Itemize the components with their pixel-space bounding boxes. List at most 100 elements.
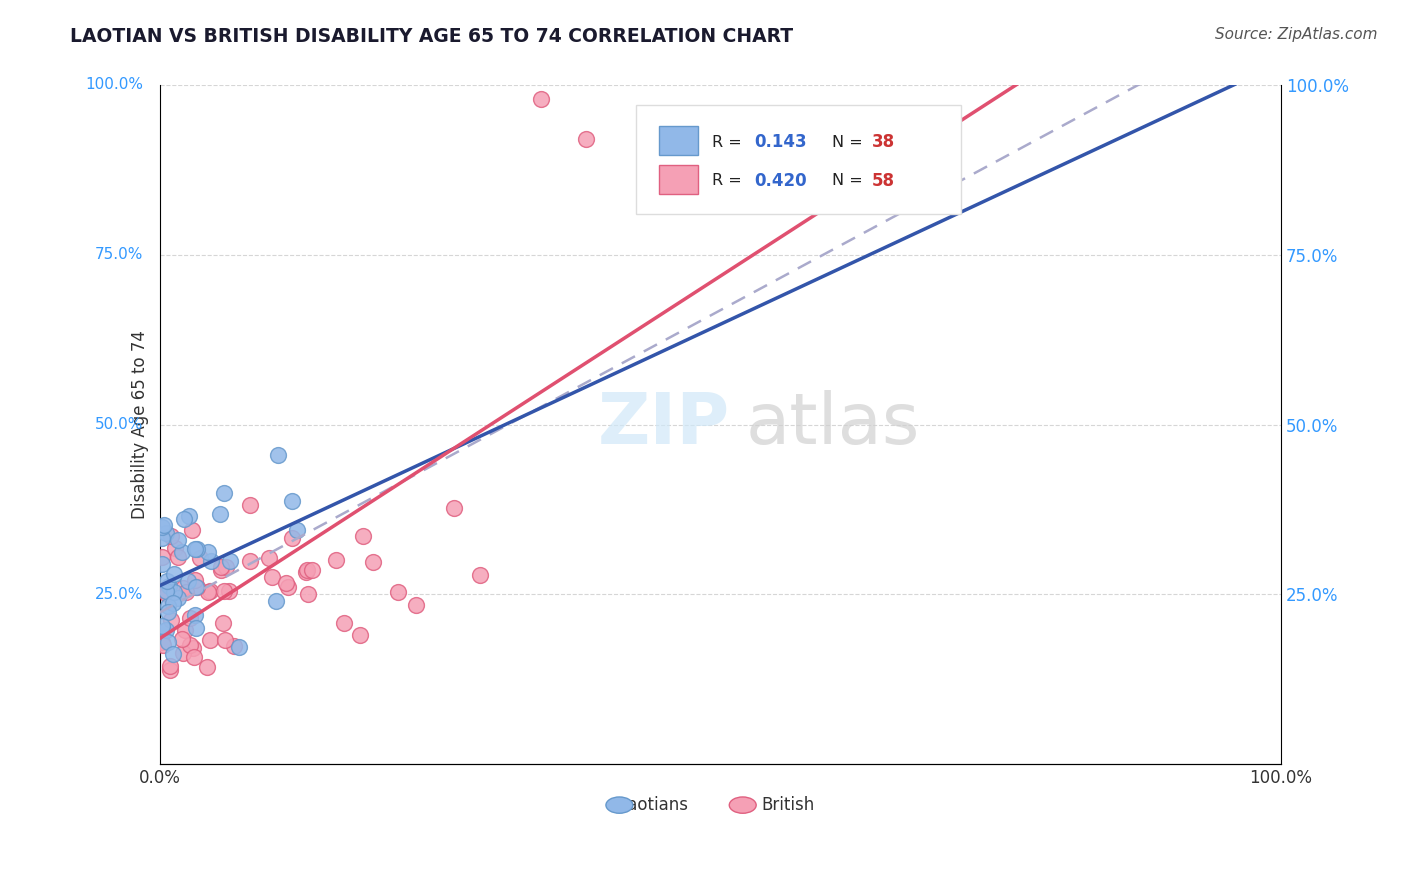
Text: Source: ZipAtlas.com: Source: ZipAtlas.com [1215,27,1378,42]
Point [156,635,179,649]
Point [156,599,179,614]
Y-axis label: Disability Age 65 to 74: Disability Age 65 to 74 [131,330,149,519]
Point [352,529,374,543]
Point [159,659,181,673]
Circle shape [606,797,633,814]
Point [186,580,208,594]
Point [239,554,262,568]
Text: N =: N = [832,135,869,150]
Point [294,565,316,579]
Text: British: British [761,797,814,814]
Text: 75.0%: 75.0% [94,247,143,262]
Point [183,650,205,665]
Point [165,541,187,555]
Point [159,663,181,677]
Point [218,584,240,599]
Point [172,582,194,596]
Point [281,531,304,545]
Point [166,533,188,548]
Point [266,593,288,607]
Text: N =: N = [832,173,869,188]
Point [200,554,222,568]
Point [174,585,197,599]
Point [361,555,384,569]
Point [162,648,184,662]
Point [260,570,283,584]
Text: 0.143: 0.143 [754,133,807,151]
Text: Laotians: Laotians [619,797,688,814]
Point [183,573,205,587]
Point [150,557,173,571]
Point [167,591,190,605]
FancyBboxPatch shape [636,105,962,214]
Point [186,580,208,594]
Point [257,550,280,565]
Point [349,627,371,641]
Point [530,91,553,105]
Point [277,580,299,594]
Text: 50.0%: 50.0% [94,417,143,432]
Point [177,509,200,524]
Point [209,563,232,577]
Point [150,532,173,546]
Point [172,632,194,646]
Point [212,616,235,631]
Point [156,574,179,588]
Point [174,623,197,637]
Point [198,584,221,599]
Point [443,501,465,516]
Point [468,568,491,582]
Point [167,550,190,565]
Point [162,596,184,610]
Point [188,551,211,566]
Point [155,526,177,541]
Text: R =: R = [713,173,748,188]
Text: ZIP: ZIP [598,390,730,459]
Text: 38: 38 [872,133,894,151]
Text: 0.420: 0.420 [754,172,807,190]
Point [325,553,347,567]
Point [274,576,297,591]
Point [184,542,207,557]
Point [163,585,186,599]
Point [222,639,245,653]
Point [209,560,232,574]
Point [214,632,236,647]
Point [170,545,193,559]
Point [155,624,177,638]
Point [212,583,235,598]
Point [152,518,174,533]
Point [179,611,201,625]
Circle shape [730,797,756,814]
Text: atlas: atlas [745,390,920,459]
Point [239,498,262,512]
Point [157,605,180,619]
Point [179,638,201,652]
Point [214,485,236,500]
Text: 58: 58 [872,172,894,190]
Point [152,638,174,652]
Point [218,554,240,568]
Point [150,550,173,565]
Point [301,563,323,577]
Point [281,494,304,508]
Text: R =: R = [713,135,748,150]
Point [297,564,319,578]
Point [332,615,354,630]
Point [150,520,173,534]
Point [186,542,208,557]
Point [387,585,409,599]
Point [405,598,427,612]
Text: 100.0%: 100.0% [84,78,143,93]
Point [198,633,221,648]
Point [197,545,219,559]
FancyBboxPatch shape [658,127,697,155]
Point [208,507,231,521]
Point [163,566,186,581]
Point [228,640,250,654]
Point [195,660,218,674]
Point [297,587,319,601]
Point [152,583,174,598]
Point [184,621,207,635]
Point [150,619,173,633]
